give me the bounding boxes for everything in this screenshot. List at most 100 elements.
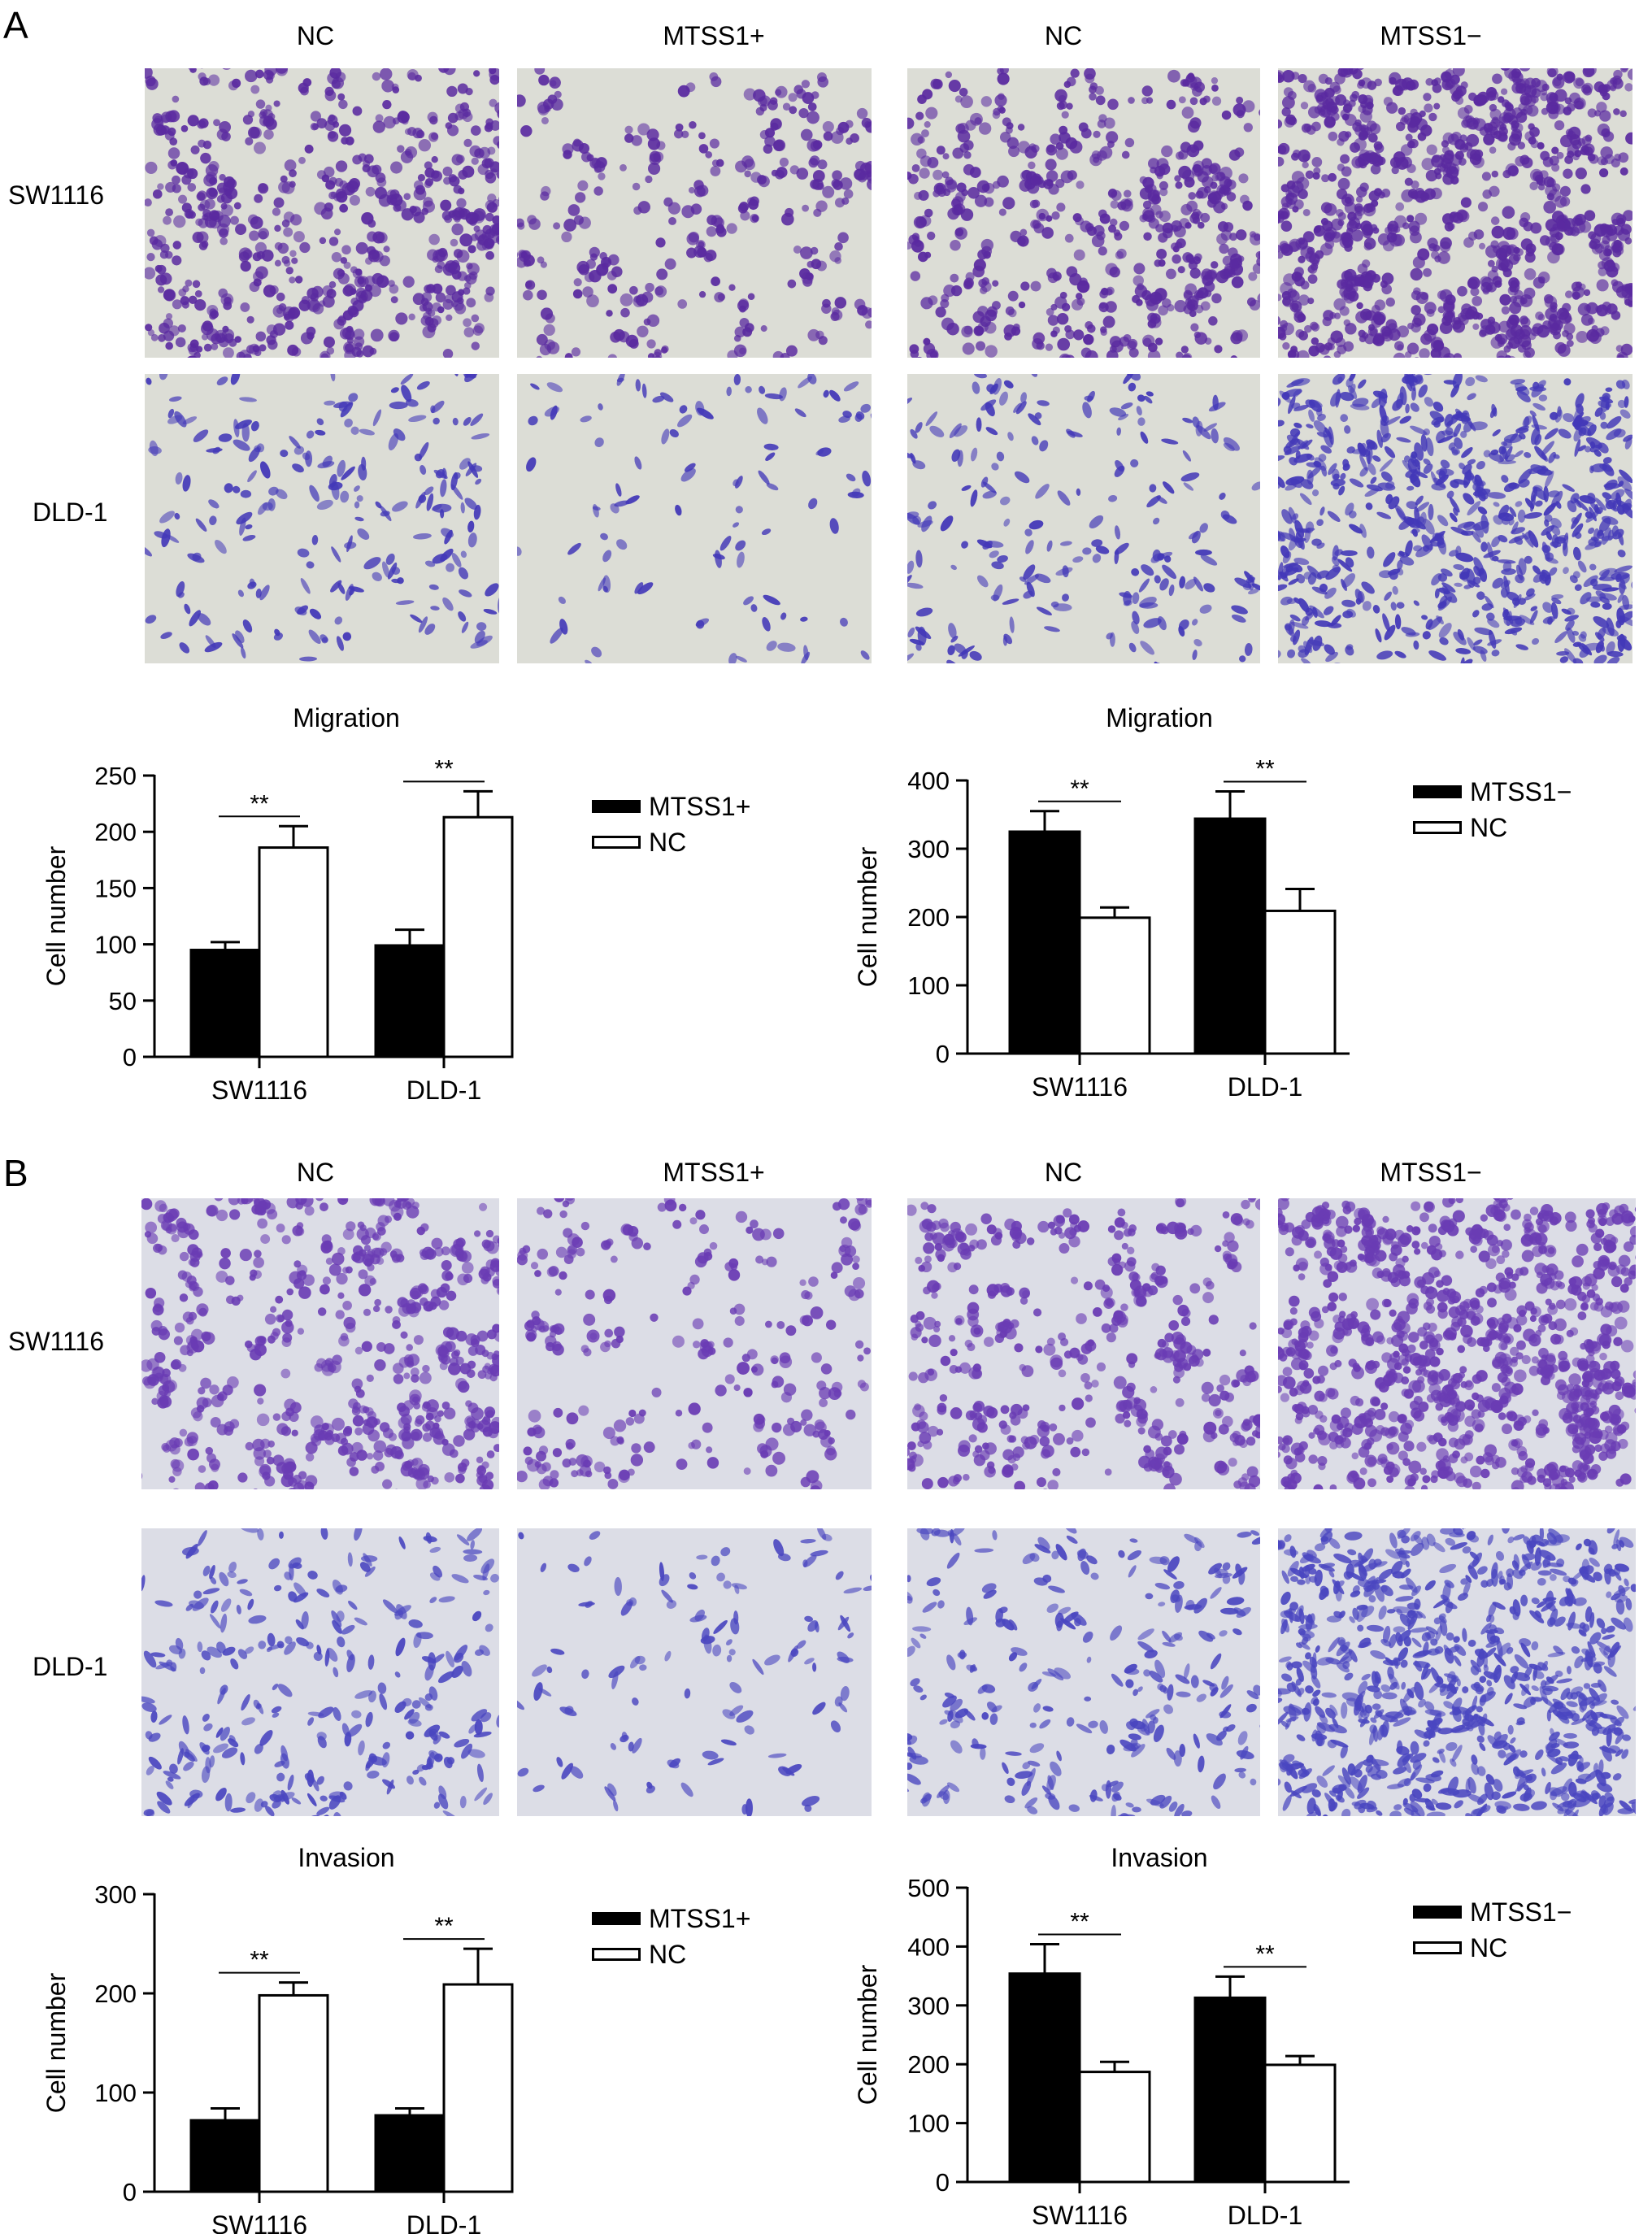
y-tick-label: 100 <box>907 971 950 1000</box>
y-tick-label: 0 <box>936 1040 950 1068</box>
significance-stars: ** <box>1070 1909 1089 1936</box>
legend-label: MTSS1+ <box>649 791 751 821</box>
column-label-nc-1: NC <box>296 1158 335 1187</box>
bar-dld-1-treated <box>1193 1996 1267 2184</box>
micrograph-a-dld1-nc <box>145 374 499 663</box>
chart-migration-mtss1-minus: Migration Cell number 0 100 200 300 400 SW1116 *… <box>821 691 1390 1122</box>
chart-invasion-mtss1-minus: Invasion Cell number 0 100 200 300 400 500 SW111… <box>821 1839 1390 2234</box>
legend-label: MTSS1− <box>1470 776 1572 806</box>
bar-dld-1-nc <box>442 1983 514 2193</box>
y-tick-label: 200 <box>94 818 137 846</box>
bar-dld-1-treated <box>1193 817 1267 1055</box>
y-tick-label: 0 <box>123 1043 137 1071</box>
legend-entry-nc: NC <box>1413 1930 1572 1966</box>
micrograph-a-sw1116-nc <box>145 68 499 358</box>
y-tick-label: 0 <box>123 2178 137 2206</box>
column-label-nc-1: NC <box>296 21 335 50</box>
bar-sw1116-nc <box>258 1993 329 2193</box>
bar-dld-1-nc <box>1263 909 1337 1055</box>
x-tick-label: SW1116 <box>1032 2201 1128 2230</box>
micrograph-a-sw1116-mtss1-minus <box>1278 68 1632 358</box>
bar-dld-1-treated <box>374 944 446 1058</box>
y-tick-label: 250 <box>94 762 137 790</box>
x-tick-label: DLD-1 <box>1228 2201 1302 2230</box>
column-label-mtss1-plus: MTSS1+ <box>663 1158 765 1187</box>
micrograph-a-dld1-mtss1-plus <box>517 374 872 663</box>
x-tick-label: SW1116 <box>1032 1072 1128 1102</box>
column-label-mtss1-minus: MTSS1− <box>1380 1158 1482 1187</box>
panel-letter-b: B <box>3 1152 28 1194</box>
legend-entry-mtss1-plus: MTSS1+ <box>592 1901 750 1936</box>
micrograph-a-sw1116-nc-2 <box>907 68 1260 358</box>
row-label-dld1: DLD-1 <box>33 498 108 527</box>
chart-title: Migration <box>1106 703 1213 732</box>
bar-sw1116-nc <box>1078 916 1151 1055</box>
micrograph-b-sw1116-mtss1-minus <box>1278 1198 1636 1489</box>
micrograph-b-dld1-nc <box>141 1528 499 1816</box>
significance-stars: ** <box>1255 755 1275 782</box>
significance-stars: ** <box>1255 1941 1275 1967</box>
chart-migration-mtss1-plus: Migration Cell number 0 50 100 150 200 250 SW111… <box>0 691 569 1122</box>
significance-stars: ** <box>250 1947 269 1974</box>
legend-entry-mtss1-minus: MTSS1− <box>1413 774 1572 810</box>
y-tick-label: 400 <box>907 1932 950 1961</box>
bar-sw1116-treated <box>1008 1972 1081 2184</box>
bar-dld-1-treated <box>374 2114 446 2193</box>
y-tick-label: 100 <box>94 931 137 959</box>
significance-stars: ** <box>250 790 269 817</box>
significance-stars: ** <box>1070 776 1089 802</box>
legend-entry-nc: NC <box>1413 810 1572 845</box>
legend-label: MTSS1+ <box>649 1903 751 1933</box>
legend-invasion-mtss1-plus: MTSS1+ NC <box>592 1901 750 1972</box>
micrograph-b-dld1-mtss1-minus <box>1278 1528 1636 1816</box>
micrograph-a-dld1-mtss1-minus <box>1278 374 1632 663</box>
legend-label: NC <box>649 827 687 857</box>
y-axis-label: Cell number <box>853 1964 882 2105</box>
y-tick-label: 150 <box>94 874 137 902</box>
y-tick-label: 100 <box>907 2110 950 2138</box>
column-label-mtss1-plus: MTSS1+ <box>663 21 765 50</box>
x-tick-label: SW1116 <box>211 2210 307 2234</box>
legend-label: MTSS1− <box>1470 1897 1572 1927</box>
micrograph-b-dld1-nc-2 <box>907 1528 1260 1816</box>
bar-sw1116-nc <box>1078 2071 1151 2184</box>
chart-title: Invasion <box>298 1843 394 1872</box>
micrograph-b-sw1116-nc-2 <box>907 1198 1260 1489</box>
y-tick-label: 500 <box>907 1874 950 1902</box>
x-tick-label: DLD-1 <box>1228 1072 1302 1102</box>
x-tick-label: DLD-1 <box>406 2210 481 2234</box>
bar-sw1116-nc <box>258 846 329 1058</box>
bar-dld-1-nc <box>442 815 514 1058</box>
row-label-sw1116: SW1116 <box>8 1327 104 1356</box>
column-label-mtss1-minus: MTSS1− <box>1380 21 1482 50</box>
legend-migration-mtss1-plus: MTSS1+ NC <box>592 789 750 860</box>
y-axis-label: Cell number <box>853 846 882 987</box>
y-tick-label: 100 <box>94 2079 137 2107</box>
legend-entry-nc: NC <box>592 824 750 860</box>
panel-letter-a: A <box>3 4 28 46</box>
legend-entry-nc: NC <box>592 1936 750 1972</box>
micrograph-a-dld1-nc-2 <box>907 374 1260 663</box>
legend-migration-mtss1-minus: MTSS1− NC <box>1413 774 1572 845</box>
y-axis-label: Cell number <box>41 845 71 986</box>
chart-title: Invasion <box>1111 1843 1207 1872</box>
y-tick-label: 0 <box>936 2168 950 2197</box>
significance-stars: ** <box>434 1913 454 1940</box>
y-tick-label: 300 <box>94 1880 137 1909</box>
legend-label: NC <box>649 1939 687 1969</box>
y-tick-label: 50 <box>109 987 137 1015</box>
micrograph-b-dld1-mtss1-plus <box>517 1528 872 1816</box>
column-label-nc-2: NC <box>1044 21 1083 50</box>
y-tick-label: 200 <box>907 903 950 932</box>
significance-stars: ** <box>434 755 454 782</box>
micrograph-b-sw1116-mtss1-plus <box>517 1198 872 1489</box>
micrograph-a-sw1116-mtss1-plus <box>517 68 872 358</box>
legend-invasion-mtss1-minus: MTSS1− NC <box>1413 1894 1572 1966</box>
micrograph-b-sw1116-nc <box>141 1198 499 1489</box>
y-axis-label: Cell number <box>41 1972 71 2113</box>
chart-title: Migration <box>293 703 400 732</box>
y-tick-label: 300 <box>907 835 950 863</box>
chart-invasion-mtss1-plus: Invasion Cell number 0 100 200 300 SW1116 ** DLD… <box>0 1839 569 2234</box>
x-tick-label: DLD-1 <box>406 1076 481 1105</box>
legend-entry-mtss1-minus: MTSS1− <box>1413 1894 1572 1930</box>
